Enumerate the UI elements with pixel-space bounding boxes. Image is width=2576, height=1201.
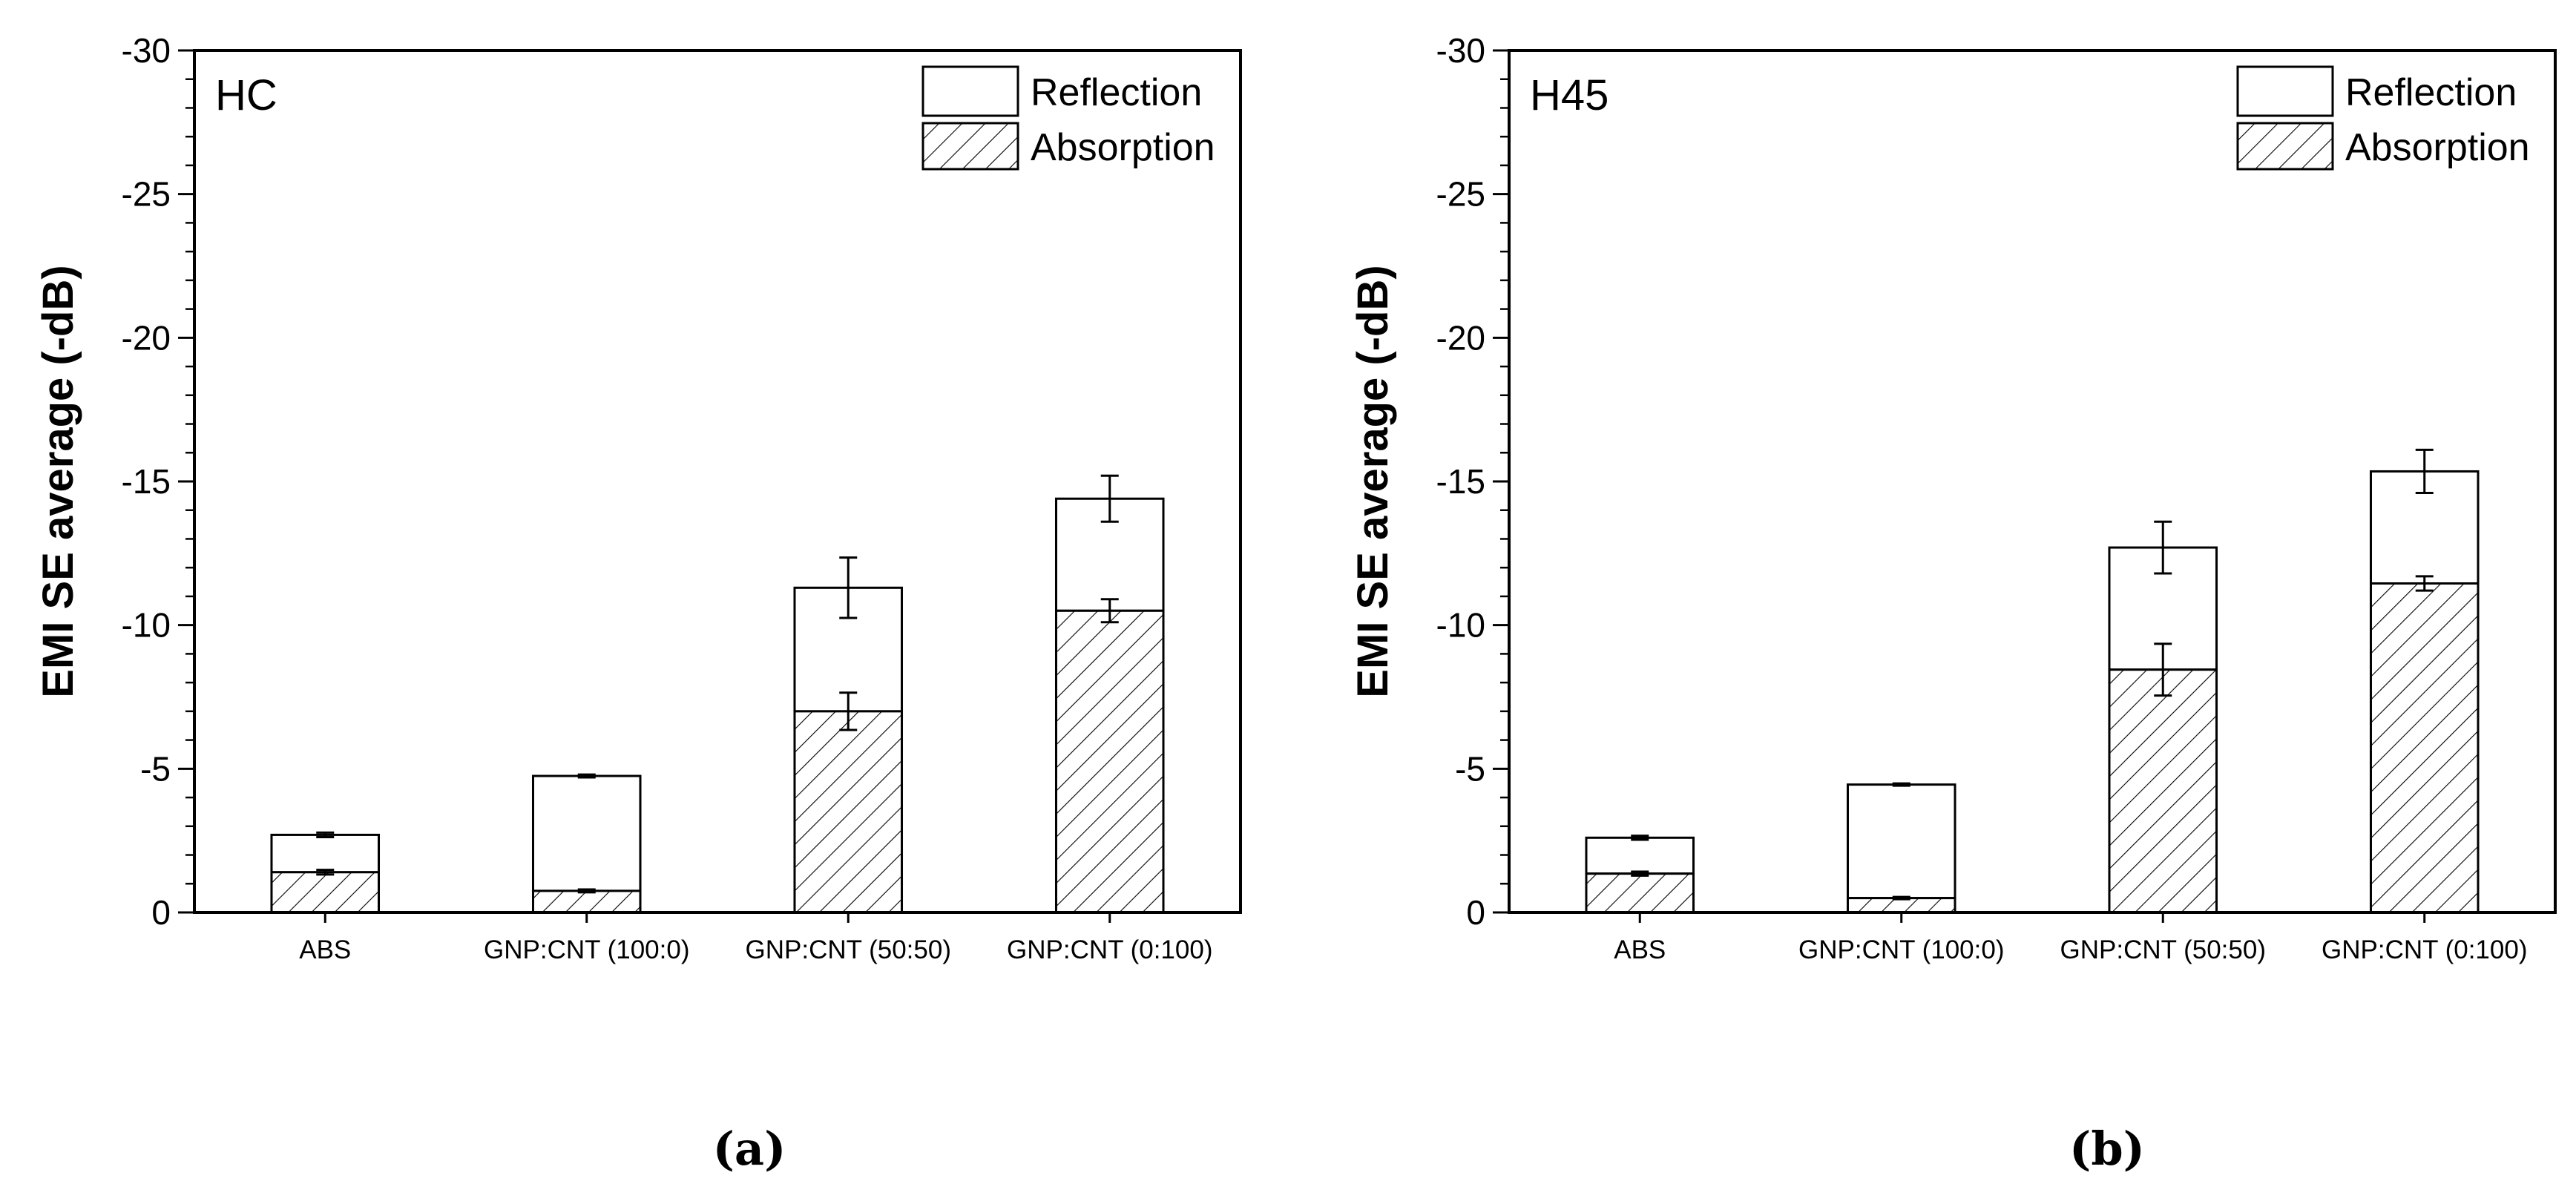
y-tick-label: -10 xyxy=(1436,606,1485,645)
legend-swatch-absorption xyxy=(921,122,1019,171)
bar-absorption xyxy=(2108,668,2218,914)
legend-label-reflection: Reflection xyxy=(2345,71,2517,114)
legend-label-absorption: Absorption xyxy=(2345,126,2530,169)
bar-reflection xyxy=(1846,783,1956,900)
x-category-label: GNP:CNT (0:100) xyxy=(2322,935,2528,964)
legend-label-reflection: Reflection xyxy=(1031,71,1202,114)
y-tick-label: -25 xyxy=(122,175,171,214)
legend-swatch-reflection xyxy=(921,65,1019,117)
bar-absorption xyxy=(1054,609,1165,914)
chart-panel-b: 0 -5 -10 -15 -20 -25 -30 ABS GNP:CNT (100:0) GNP:… xyxy=(1349,31,2557,1176)
y-axis-title: EMI SE average (-dB) xyxy=(34,265,82,697)
y-tick-label: -30 xyxy=(122,31,171,70)
y-tick-label: -10 xyxy=(122,606,171,645)
bar-absorption xyxy=(531,889,642,914)
plot-frame xyxy=(193,49,1242,914)
y-tick-label: -20 xyxy=(122,318,171,357)
y-tick-label: -15 xyxy=(1436,462,1485,501)
y-tick-label: -15 xyxy=(122,462,171,501)
y-tick-label: -20 xyxy=(1436,318,1485,357)
x-category-label: GNP:CNT (50:50) xyxy=(2060,935,2267,964)
x-category-label: GNP:CNT (50:50) xyxy=(746,935,952,964)
plot-frame xyxy=(1508,49,2557,914)
bar-absorption xyxy=(2369,582,2480,914)
legend-label-absorption: Absorption xyxy=(1031,126,1215,169)
y-tick-label: 0 xyxy=(1466,893,1485,932)
y-tick-label: -5 xyxy=(140,749,171,788)
panel-caption: (a) xyxy=(713,1122,786,1176)
y-tick-label: -25 xyxy=(1436,175,1485,214)
x-category-label: GNP:CNT (0:100) xyxy=(1007,935,1213,964)
x-category-label: ABS xyxy=(1614,935,1666,964)
panel-caption: (b) xyxy=(2069,1122,2145,1176)
bar-reflection xyxy=(531,774,642,892)
y-tick-label: 0 xyxy=(151,893,171,932)
y-tick-label: -5 xyxy=(1455,749,1485,788)
bar-absorption xyxy=(270,871,381,914)
bar-reflection xyxy=(270,833,381,874)
x-category-label: GNP:CNT (100:0) xyxy=(1798,935,2005,964)
chart-panel-a: 0 -5 -10 -15 -20 -25 -30 ABS GNP:CNT (100:0) GNP:… xyxy=(34,31,1242,1176)
y-axis-title: EMI SE average (-dB) xyxy=(1349,265,1397,697)
legend-swatch-absorption xyxy=(2236,122,2334,171)
bar-reflection xyxy=(1585,836,1695,875)
panel-title: HC xyxy=(215,71,277,119)
legend-swatch-reflection xyxy=(2236,65,2334,117)
x-category-label: GNP:CNT (100:0) xyxy=(484,935,690,964)
bar-absorption xyxy=(1585,872,1695,914)
x-category-label: ABS xyxy=(299,935,351,964)
bar-absorption xyxy=(793,710,904,914)
y-tick-label: -30 xyxy=(1436,31,1485,70)
panel-title: H45 xyxy=(1530,71,1609,119)
